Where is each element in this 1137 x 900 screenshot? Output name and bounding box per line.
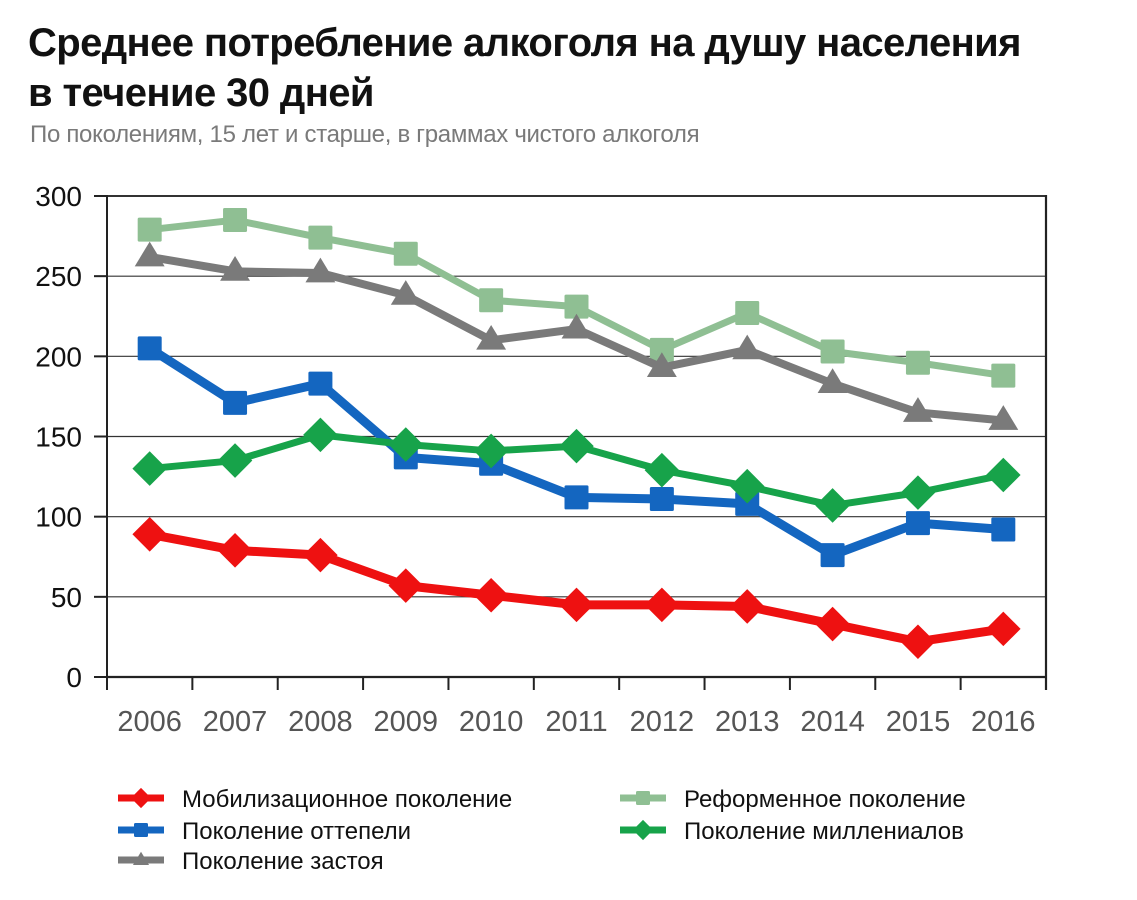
data-point (217, 443, 253, 478)
legend-item: Реформенное поколение (620, 786, 966, 813)
x-tick-label: 2008 (288, 706, 353, 738)
chart-title-line-1: Среднее потребление алкоголя на душу нас… (28, 21, 1021, 65)
data-point (137, 217, 162, 242)
x-tick-label: 2009 (374, 706, 439, 738)
legend-swatch-marker (636, 791, 650, 805)
data-point (132, 451, 167, 486)
x-tick-label: 2010 (459, 706, 524, 738)
data-point (991, 363, 1016, 388)
legend-item: Мобилизационное поколение (118, 786, 512, 813)
data-point (644, 587, 680, 623)
data-point (308, 371, 333, 396)
data-point (644, 452, 680, 488)
legend-swatch-marker (130, 787, 152, 809)
data-point (388, 568, 424, 603)
data-point (220, 256, 250, 281)
data-point (390, 280, 421, 305)
data-point (905, 350, 930, 375)
data-point (817, 368, 848, 393)
series-4 (132, 517, 1021, 660)
series-3 (132, 417, 1021, 523)
legend-label: Реформенное поколение (684, 786, 966, 813)
data-point (217, 533, 253, 568)
legend-label: Поколение оттепели (182, 818, 411, 845)
legend-item: Поколение миллениалов (620, 818, 964, 845)
data-point (820, 543, 845, 568)
data-point (986, 611, 1021, 647)
data-point (561, 313, 592, 339)
legend-swatch-marker (632, 819, 654, 841)
data-point (815, 606, 850, 642)
data-point (305, 257, 336, 283)
legend-swatch-marker (132, 851, 150, 866)
data-point (473, 433, 509, 469)
data-point (473, 577, 509, 613)
data-point (903, 397, 933, 422)
y-tick-label: 100 (35, 502, 82, 533)
data-point (991, 517, 1016, 542)
data-point (986, 457, 1021, 493)
data-point (559, 428, 594, 464)
data-point (735, 491, 760, 516)
axes: 0 50 100 150 200 250 300 2006 2007 2008 2009 2010 20… (35, 181, 1048, 738)
data-point (223, 390, 248, 415)
x-tick-label: 2011 (545, 706, 607, 738)
data-point (905, 511, 930, 536)
data-point (646, 352, 677, 377)
data-point (649, 487, 674, 512)
series-1 (134, 241, 1019, 430)
data-point (388, 427, 424, 462)
legend-label: Поколение миллениалов (684, 818, 964, 845)
data-point (988, 405, 1019, 430)
data-point (649, 337, 674, 362)
series-2 (137, 336, 1016, 568)
data-point (308, 225, 333, 250)
y-tick-label: 50 (51, 582, 82, 613)
y-tick-label: 200 (35, 341, 82, 372)
data-point (729, 468, 765, 504)
data-point (564, 294, 589, 319)
legend: Мобилизационное поколение Поколение оттеп… (118, 786, 966, 875)
x-tick-label: 2016 (971, 706, 1036, 738)
data-point (900, 475, 936, 510)
data-point (559, 587, 594, 623)
x-tick-label: 2012 (630, 706, 695, 738)
legend-label: Мобилизационное поколение (182, 786, 512, 813)
data-point (476, 324, 507, 350)
data-point (732, 334, 763, 360)
data-point (132, 517, 167, 552)
y-tick-label: 150 (35, 422, 82, 453)
data-point (223, 208, 248, 233)
data-point (735, 301, 760, 326)
legend-swatch-marker (134, 823, 148, 837)
data-point (393, 241, 418, 266)
data-point (303, 417, 338, 453)
data-point (564, 485, 589, 510)
legend-label: Поколение застоя (182, 848, 384, 875)
chart-title: Среднее потребление алкоголя на душу нас… (28, 18, 1128, 118)
chart-title-line-2: в течение 30 дней (28, 71, 375, 115)
series-0 (137, 208, 1016, 388)
x-tick-label: 2006 (117, 706, 182, 738)
data-point (820, 339, 845, 364)
data-point (303, 537, 338, 573)
x-tick-label: 2015 (886, 706, 951, 738)
data-point (815, 488, 850, 523)
legend-item: Поколение застоя (118, 848, 384, 875)
data-point (729, 589, 765, 624)
legend-item: Поколение оттепели (118, 818, 411, 845)
y-tick-label: 300 (35, 181, 82, 212)
data-point (137, 336, 162, 361)
y-tick-label: 0 (66, 662, 82, 693)
series-layer (132, 208, 1021, 660)
data-point (900, 624, 936, 660)
chart-subtitle: По поколениям, 15 лет и старше, в грамма… (30, 121, 700, 148)
y-tick-label: 250 (35, 261, 82, 292)
x-tick-label: 2007 (203, 706, 268, 738)
data-point (479, 288, 504, 313)
data-point (134, 241, 165, 267)
x-tick-label: 2014 (800, 706, 865, 738)
x-tick-label: 2013 (715, 706, 780, 738)
